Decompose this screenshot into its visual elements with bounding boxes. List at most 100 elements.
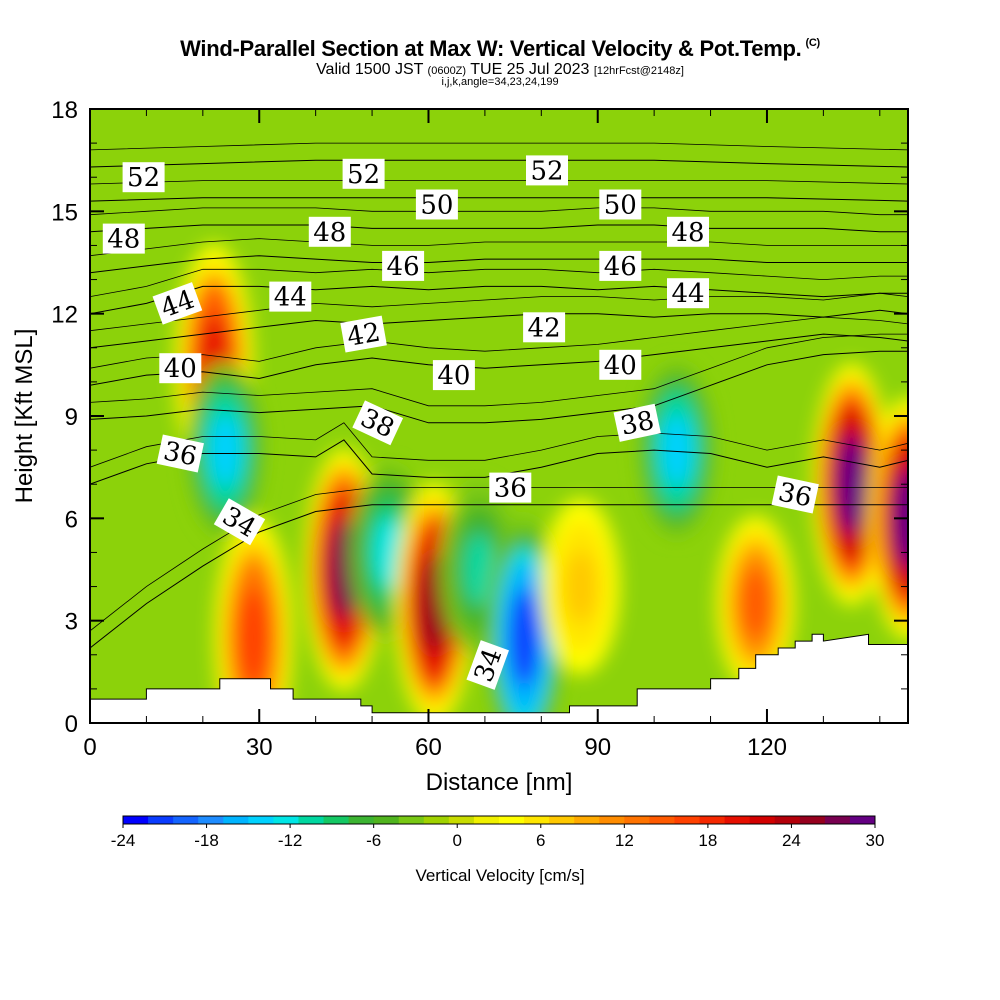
- contour-label-box: [599, 250, 642, 281]
- contour-label-text: 46: [604, 252, 637, 282]
- contour-label-box: [102, 223, 145, 254]
- contour-label: 36: [771, 475, 819, 514]
- contour-label-box: [523, 312, 566, 343]
- colorbar-frame: [122, 815, 876, 825]
- grid-params: i,j,k,angle=34,23,24,199: [441, 76, 559, 88]
- potential-temperature-contours: [90, 142, 908, 649]
- chart-title: Wind-Parallel Section at Max W: Vertical…: [0, 36, 1000, 62]
- terrain-profile: [90, 633, 908, 723]
- colorbar-swatch: [198, 816, 224, 824]
- y-tick-label: 15: [51, 199, 78, 226]
- contour-label-box: [667, 216, 709, 247]
- contour-label-text: 48: [671, 218, 704, 248]
- y-tick-label: 12: [51, 302, 78, 329]
- colorbar-swatch: [323, 816, 350, 824]
- theta-contour-minor: [90, 422, 908, 468]
- colorbar-swatch: [799, 816, 826, 824]
- contour-label-text: 36: [494, 474, 527, 504]
- contour-label: 46: [599, 250, 642, 282]
- colorbar-tick-label: 24: [782, 831, 801, 850]
- y-tick-label: 18: [51, 97, 78, 124]
- contour-label: 52: [122, 162, 165, 193]
- colorbar-swatch: [699, 816, 726, 824]
- contour-label-text: 46: [387, 252, 420, 282]
- y-tick-label: 0: [65, 711, 78, 738]
- contour-label: 40: [432, 360, 475, 391]
- colorbar-swatch: [248, 816, 274, 824]
- contour-label: 46: [382, 250, 425, 282]
- theta-contour-minor: [90, 333, 908, 407]
- colorbar-tick-label: -6: [366, 831, 381, 850]
- contour-label-text: 50: [420, 191, 453, 221]
- contour-label-text: 38: [618, 406, 657, 442]
- contour-label-text: 44: [274, 283, 307, 313]
- contour-label-box: [308, 216, 351, 247]
- contour-label: 52: [526, 155, 568, 186]
- contour-label-box: [213, 498, 266, 546]
- theta-contour-46: [90, 255, 908, 274]
- y-tick-label: 3: [65, 609, 78, 636]
- contour-label-text: 50: [604, 191, 637, 221]
- colorbar-tick-label: -12: [278, 831, 303, 850]
- colorbar-tick-label: 30: [866, 831, 885, 850]
- x-tick-label: 30: [246, 734, 273, 761]
- contour-label: 50: [599, 189, 642, 221]
- contour-label-box: [159, 353, 202, 384]
- contour-label-text: 42: [345, 317, 383, 352]
- contour-label-box: [415, 189, 458, 220]
- contour-label: 40: [599, 349, 642, 381]
- theta-contour-minor: [90, 316, 908, 369]
- theta-contour-48: [90, 224, 908, 233]
- contour-label-text: 48: [313, 218, 346, 248]
- contour-label-box: [489, 472, 532, 503]
- chart-title-text: Wind-Parallel Section at Max W: Vertical…: [180, 36, 802, 61]
- terrain: [90, 633, 908, 723]
- colorbar-swatch: [298, 816, 325, 824]
- contour-label-text: 36: [161, 436, 200, 472]
- theta-contour-40: [90, 333, 908, 386]
- valid-zulu: (0600Z): [427, 65, 467, 77]
- theta-contour-minor: [90, 292, 908, 332]
- colorbar-swatch: [749, 816, 776, 824]
- velocity-cell-core: [565, 550, 597, 623]
- valid-prefix: Valid 1500 JST: [316, 61, 424, 78]
- colorbar-swatch: [724, 816, 751, 824]
- theta-contour-36: [90, 439, 908, 485]
- contour-label-box: [152, 282, 203, 325]
- contour-label: 48: [102, 223, 145, 255]
- x-tick-label: 120: [747, 734, 787, 761]
- velocity-cell-core: [210, 414, 241, 487]
- colorbar-tick-label: 0: [452, 831, 461, 850]
- x-tick-label: 0: [83, 734, 96, 761]
- contour-label: 38: [613, 403, 661, 442]
- contour-label-box: [526, 155, 568, 186]
- contour-label-box: [599, 349, 642, 380]
- contour-label-box: [382, 250, 425, 281]
- contour-label-box: [156, 434, 204, 473]
- colorbar-swatch: [348, 816, 375, 824]
- contour-label-box: [269, 281, 312, 312]
- contour-label: 42: [523, 312, 566, 343]
- contour-label-box: [340, 315, 387, 353]
- colorbar-swatch: [824, 816, 851, 824]
- theta-contour-minor: [90, 142, 908, 151]
- contour-label-text: 52: [127, 163, 160, 193]
- contour-label-text: 52: [530, 156, 563, 186]
- colorbar-swatch: [774, 816, 801, 824]
- contour-label: 50: [415, 189, 458, 221]
- colorbar-swatch: [373, 816, 400, 824]
- colorbar-swatch: [473, 816, 500, 824]
- colorbar-tick-label: -24: [111, 831, 136, 850]
- contour-label-text: 40: [437, 361, 470, 391]
- colorbar-swatch: [123, 816, 149, 824]
- y-tick-label: 9: [65, 404, 78, 431]
- copyright-mark: (C): [805, 37, 820, 49]
- contour-label-text: 52: [347, 160, 380, 190]
- contour-label-box: [466, 640, 509, 690]
- theta-contour-52: [90, 159, 908, 168]
- contour-label-box: [342, 158, 385, 189]
- x-axis-label: Distance [nm]: [426, 769, 573, 796]
- x-tick-label: 60: [415, 734, 442, 761]
